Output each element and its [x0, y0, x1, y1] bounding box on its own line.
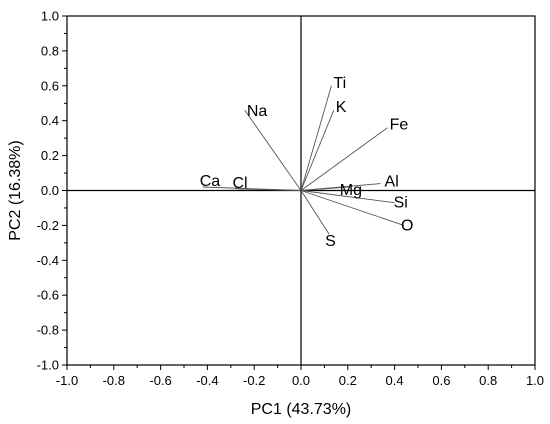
loading-label-ti: Ti	[333, 75, 346, 92]
y-tick-label: 1.0	[41, 9, 59, 24]
x-tick-label: -0.6	[149, 373, 171, 388]
loading-vector-k	[300, 110, 335, 191]
loading-label-al: Al	[385, 174, 399, 191]
loading-vector-fe	[300, 127, 388, 191]
loading-label-na: Na	[247, 103, 268, 120]
y-tick-label: -0.4	[37, 253, 59, 268]
x-tick-label: -0.2	[243, 373, 265, 388]
x-tick-label: 0.0	[292, 373, 310, 388]
loading-label-s: S	[325, 233, 336, 250]
x-tick-label: -1.0	[56, 373, 78, 388]
loading-vector-mg	[300, 186, 348, 191]
loading-vector-ti	[300, 85, 332, 191]
x-tick-label: 0.8	[479, 373, 497, 388]
loading-label-ca: Ca	[200, 173, 221, 190]
loading-label-o: O	[401, 217, 413, 234]
y-tick-label: 0.8	[41, 43, 59, 58]
loading-label-fe: Fe	[390, 117, 409, 134]
loading-vector-o	[300, 190, 405, 226]
y-tick-label: -0.6	[37, 288, 59, 303]
y-tick-label: -1.0	[37, 358, 59, 373]
x-tick-label: 1.0	[526, 373, 544, 388]
loading-vector-si	[300, 190, 395, 204]
x-axis-title: PC1 (43.73%)	[251, 401, 352, 418]
loading-label-cl: Cl	[232, 175, 247, 192]
loading-label-k: K	[336, 99, 347, 116]
y-tick-label: -0.2	[37, 218, 59, 233]
y-axis-title: PC2 (16.38%)	[7, 140, 24, 241]
loading-label-si: Si	[394, 195, 408, 212]
loading-vector-na	[244, 109, 302, 191]
x-tick-label: 0.4	[386, 373, 404, 388]
loading-vector-cl	[235, 188, 302, 191]
loading-vector-s	[300, 190, 330, 235]
y-tick-label: 0.6	[41, 78, 59, 93]
y-tick-label: 0.2	[41, 148, 59, 163]
loading-label-mg: Mg	[340, 182, 362, 199]
x-tick-label: -0.4	[196, 373, 218, 388]
x-tick-label: 0.2	[339, 373, 357, 388]
y-tick-label: 0.0	[41, 183, 59, 198]
y-tick-label: -0.8	[37, 323, 59, 338]
x-tick-label: 0.6	[432, 373, 450, 388]
x-tick-label: -0.8	[103, 373, 125, 388]
y-tick-label: 0.4	[41, 113, 59, 128]
